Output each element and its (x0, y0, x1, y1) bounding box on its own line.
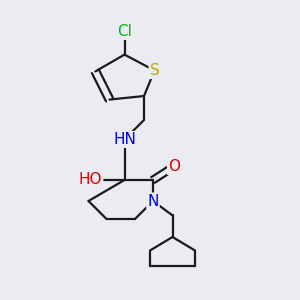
Text: Cl: Cl (117, 24, 132, 39)
Text: O: O (168, 159, 180, 174)
Text: HO: HO (79, 172, 102, 188)
Text: HN: HN (113, 132, 136, 147)
Text: S: S (150, 63, 159, 78)
Text: N: N (147, 194, 159, 208)
